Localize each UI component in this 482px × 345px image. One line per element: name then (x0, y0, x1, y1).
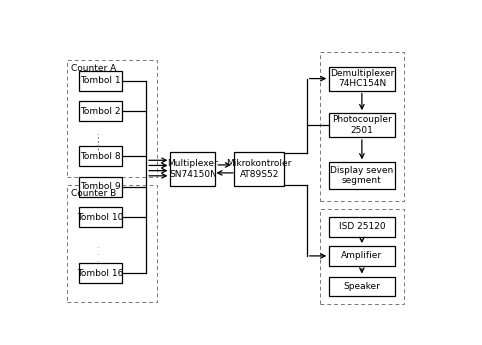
Text: ·
·
·: · · · (96, 245, 99, 265)
FancyBboxPatch shape (79, 146, 122, 166)
Text: Counter A: Counter A (71, 64, 117, 73)
Text: ISD 25120: ISD 25120 (338, 222, 385, 231)
Text: Mikrokontroler
AT89S52: Mikrokontroler AT89S52 (227, 159, 292, 179)
Text: ·
·
·: · · · (96, 132, 99, 152)
Text: Amplifier: Amplifier (341, 252, 382, 260)
FancyBboxPatch shape (79, 207, 122, 227)
FancyBboxPatch shape (79, 101, 122, 121)
Text: Tombol 10: Tombol 10 (77, 213, 123, 222)
Text: Tombol 2: Tombol 2 (80, 107, 120, 116)
FancyBboxPatch shape (79, 177, 122, 197)
Text: Photocoupler
2501: Photocoupler 2501 (332, 115, 392, 135)
Text: Multiplexer
SN74150N: Multiplexer SN74150N (167, 159, 218, 179)
FancyBboxPatch shape (79, 263, 122, 283)
Text: Speaker: Speaker (344, 282, 380, 291)
FancyBboxPatch shape (171, 152, 215, 186)
FancyBboxPatch shape (329, 113, 395, 137)
Text: Display seven
segment: Display seven segment (330, 166, 393, 185)
Text: Tombol 9: Tombol 9 (80, 183, 120, 191)
Text: Counter B: Counter B (71, 189, 117, 198)
FancyBboxPatch shape (79, 71, 122, 90)
Text: Tombol 1: Tombol 1 (80, 76, 120, 85)
Text: Tombol 8: Tombol 8 (80, 152, 120, 161)
FancyBboxPatch shape (329, 217, 395, 237)
Text: Tombol 16: Tombol 16 (77, 269, 123, 278)
FancyBboxPatch shape (329, 276, 395, 296)
FancyBboxPatch shape (329, 162, 395, 189)
FancyBboxPatch shape (234, 152, 284, 186)
FancyBboxPatch shape (329, 67, 395, 90)
FancyBboxPatch shape (329, 246, 395, 266)
Text: Demultiplexer
74HC154N: Demultiplexer 74HC154N (330, 69, 394, 88)
